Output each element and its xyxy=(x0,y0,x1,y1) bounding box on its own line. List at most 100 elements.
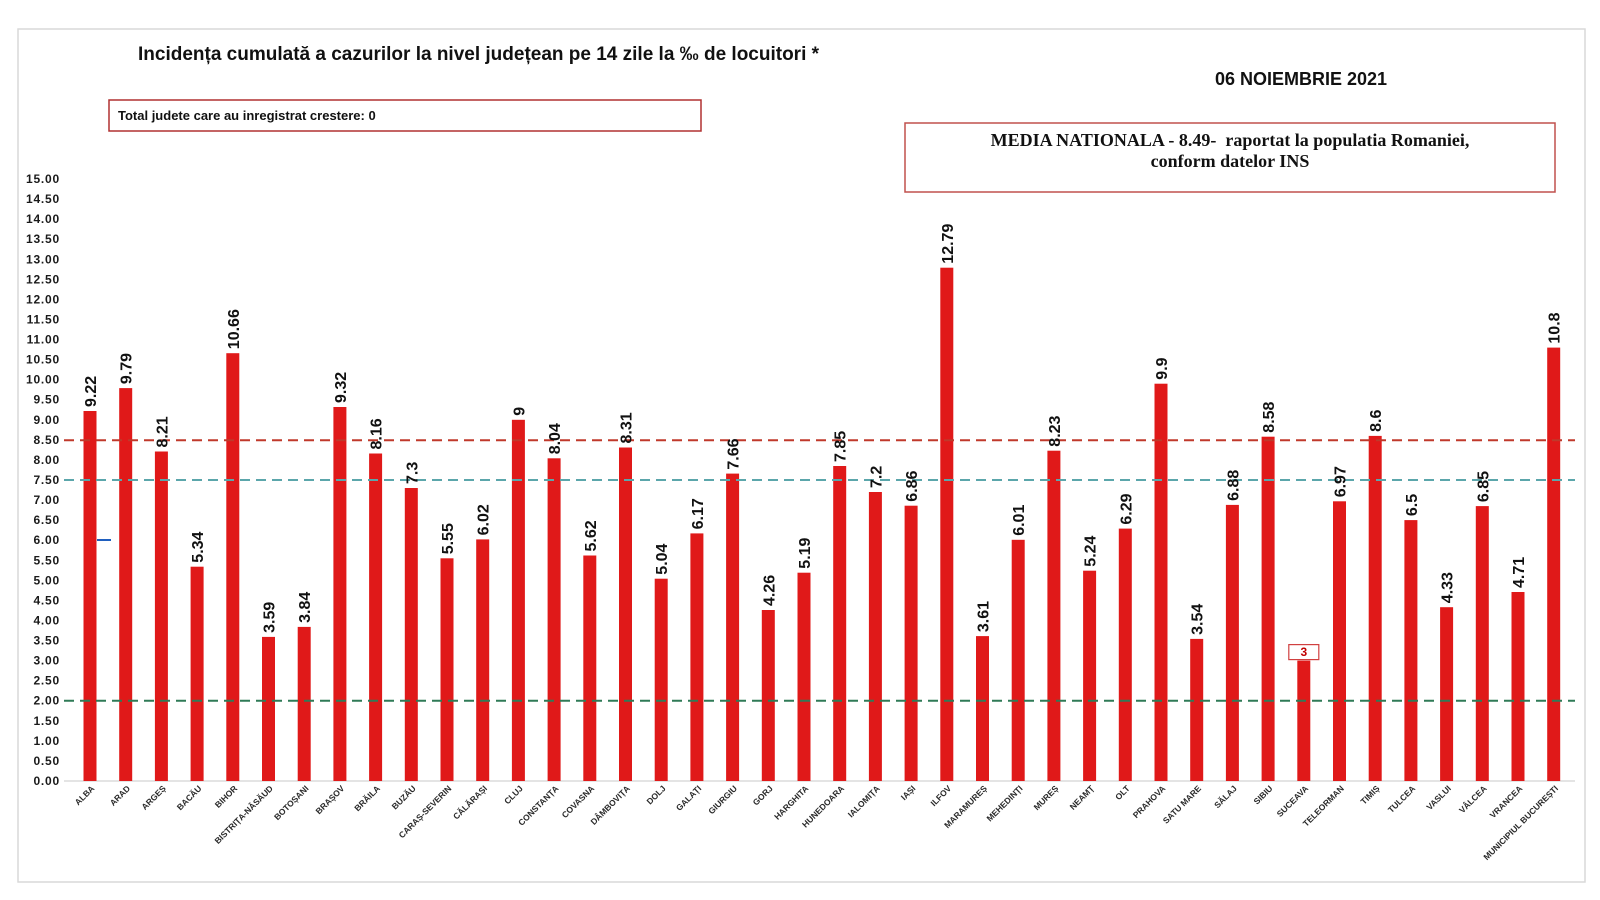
data-label: 9.32 xyxy=(333,372,350,403)
y-tick-label: 4.50 xyxy=(33,593,60,607)
data-label: 3.59 xyxy=(262,602,279,633)
bar xyxy=(761,610,775,781)
data-label: 8.16 xyxy=(369,418,386,449)
y-tick-label: 7.50 xyxy=(33,473,60,487)
y-tick-label: 14.50 xyxy=(26,192,60,206)
y-tick-label: 11.50 xyxy=(27,313,60,327)
bar xyxy=(1440,607,1454,781)
y-tick-label: 12.00 xyxy=(26,292,60,306)
bar xyxy=(1511,592,1525,781)
y-tick-label: 13.50 xyxy=(26,232,60,246)
bar xyxy=(583,555,597,781)
data-label: 3.61 xyxy=(976,601,993,632)
national-average-line-2: conform datelor INS xyxy=(1151,151,1310,171)
y-tick-label: 1.50 xyxy=(33,714,60,728)
data-label: 9.9 xyxy=(1154,357,1171,379)
bar xyxy=(369,453,383,781)
bar xyxy=(226,353,240,781)
bar xyxy=(619,447,632,781)
data-label: 8.6 xyxy=(1368,410,1385,432)
bar xyxy=(547,458,561,781)
bar xyxy=(833,466,847,781)
bar xyxy=(154,451,168,781)
y-axis: 0.00 0.50 1.00 1.50 2.00 2.50 3.00 3.50 4.00 4.50… xyxy=(26,172,60,788)
bar xyxy=(83,411,97,781)
data-label: 8.58 xyxy=(1261,401,1278,432)
data-label: 8.31 xyxy=(619,412,636,443)
bar xyxy=(726,473,740,781)
data-label: 5.19 xyxy=(797,537,814,568)
data-label: 8.04 xyxy=(547,423,564,454)
bar xyxy=(1261,436,1275,781)
bar xyxy=(476,539,490,781)
y-tick-label: 2.00 xyxy=(33,694,60,708)
data-label: 4.26 xyxy=(761,575,778,606)
bar xyxy=(976,636,989,781)
data-label: 9.79 xyxy=(119,353,136,384)
bar xyxy=(1225,504,1239,781)
bars xyxy=(83,267,1561,781)
bar xyxy=(904,505,918,781)
data-label-boxed: 3 xyxy=(1288,643,1320,661)
y-tick-label: 7.00 xyxy=(33,493,60,507)
y-tick-label: 2.50 xyxy=(33,674,60,688)
data-label: 6.02 xyxy=(476,504,493,535)
chart-title: Incidența cumulată a cazurilor la nivel … xyxy=(138,44,820,65)
y-tick-label: 15.00 xyxy=(26,172,60,186)
bar xyxy=(654,578,668,781)
data-label: 10.8 xyxy=(1547,312,1564,343)
chart-date: 06 NOIEMBRIE 2021 xyxy=(1215,69,1387,89)
y-tick-label: 5.00 xyxy=(33,573,60,587)
national-average-box-border xyxy=(904,122,1556,193)
bar xyxy=(1190,638,1204,781)
data-label: 7.85 xyxy=(833,431,850,462)
bar xyxy=(690,533,704,781)
data-label: 7.3 xyxy=(404,462,421,484)
data-label: 4.71 xyxy=(1511,557,1528,588)
y-tick-label: 0.50 xyxy=(33,754,60,768)
y-tick-label: 12.50 xyxy=(26,272,60,286)
y-tick-label: 6.50 xyxy=(33,513,60,527)
data-label: 3.54 xyxy=(1190,604,1207,635)
y-tick-label: 4.00 xyxy=(33,614,60,628)
bar xyxy=(868,492,882,781)
bar xyxy=(333,407,347,781)
data-label: 6.01 xyxy=(1011,505,1028,536)
bar xyxy=(1118,528,1132,781)
bar xyxy=(1368,435,1382,781)
data-label: 6.88 xyxy=(1225,470,1242,501)
y-tick-label: 0.00 xyxy=(33,774,60,788)
y-tick-label: 3.00 xyxy=(33,654,60,668)
bar xyxy=(1297,660,1311,781)
y-tick-label: 9.50 xyxy=(33,393,60,407)
data-label: 6.17 xyxy=(690,498,707,529)
data-label: 12.79 xyxy=(940,224,957,264)
bar xyxy=(190,566,204,781)
y-tick-label: 1.00 xyxy=(33,734,60,748)
data-label: 8.21 xyxy=(154,416,171,447)
bar xyxy=(1083,570,1097,781)
data-label: 7.2 xyxy=(868,466,885,488)
data-label: 6.85 xyxy=(1475,471,1492,502)
data-label: 5.62 xyxy=(583,520,600,551)
bar xyxy=(262,636,275,781)
data-label: 7.66 xyxy=(726,438,743,469)
y-tick-label: 10.00 xyxy=(26,373,60,387)
data-label: 3 xyxy=(1300,645,1307,659)
y-tick-label: 8.50 xyxy=(33,433,60,447)
bar xyxy=(1154,383,1168,781)
data-label: 5.55 xyxy=(440,523,457,554)
total-growth-box-border xyxy=(108,99,702,132)
total-growth-box: Total judete care au inregistrat crester… xyxy=(108,99,702,132)
y-tick-label: 9.00 xyxy=(33,413,60,427)
bar xyxy=(1011,539,1025,781)
y-tick-label: 11.00 xyxy=(27,333,60,347)
data-label: 9.22 xyxy=(83,376,100,407)
data-labels: 9.22 9.79 8.21 5.34 10.66 3.59 3.84 9.32 8.16 7.3… xyxy=(83,224,1564,661)
data-label: 6.97 xyxy=(1333,466,1350,497)
y-tick-label: 6.00 xyxy=(33,533,60,547)
bar xyxy=(297,626,311,781)
data-label: 5.04 xyxy=(654,543,671,574)
data-label: 5.34 xyxy=(190,531,207,562)
